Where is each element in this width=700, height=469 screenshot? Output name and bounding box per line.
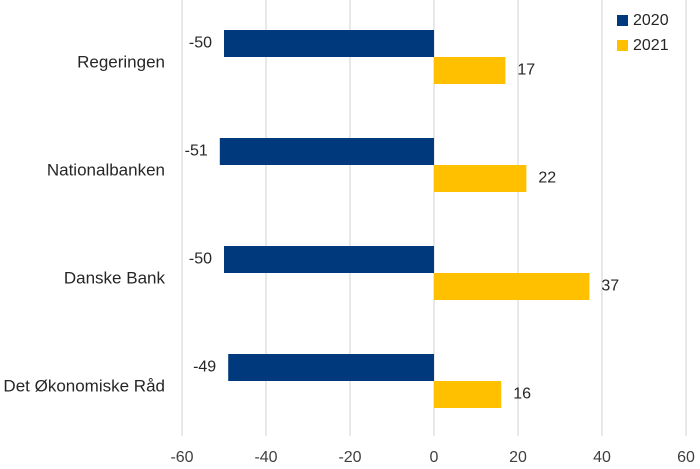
bar-2021 bbox=[434, 273, 590, 300]
x-tick-label: 60 bbox=[677, 449, 695, 466]
data-label: -51 bbox=[185, 143, 208, 160]
category-label: Det Økonomiske Råd bbox=[3, 376, 165, 395]
legend-label: 2020 bbox=[633, 12, 669, 29]
bars bbox=[219, 30, 590, 408]
bar-2021 bbox=[434, 57, 506, 84]
category-label: Regeringen bbox=[77, 52, 165, 71]
bar-2021 bbox=[434, 165, 527, 192]
x-tick-label: -60 bbox=[170, 449, 193, 466]
labels: -60 -40 -20 0 20 40 60 Regeringen Nationalbanken… bbox=[3, 35, 695, 466]
legend-swatch-2020 bbox=[617, 15, 628, 26]
data-label: 16 bbox=[513, 386, 531, 403]
bar-2020 bbox=[224, 30, 434, 57]
bar-2020 bbox=[224, 246, 434, 273]
data-label: 22 bbox=[538, 170, 556, 187]
data-label: -50 bbox=[189, 35, 212, 52]
legend-label: 2021 bbox=[633, 37, 669, 54]
category-label: Danske Bank bbox=[64, 268, 166, 287]
data-label: 37 bbox=[601, 278, 619, 295]
legend-swatch-2021 bbox=[617, 40, 628, 51]
x-tick-label: 40 bbox=[593, 449, 611, 466]
category-label: Nationalbanken bbox=[47, 160, 165, 179]
bar-2020 bbox=[228, 354, 434, 381]
x-tick-label: -20 bbox=[338, 449, 361, 466]
x-tick-label: 0 bbox=[430, 449, 439, 466]
x-tick-label: -40 bbox=[254, 449, 277, 466]
data-label: 17 bbox=[517, 62, 535, 79]
bar-2020 bbox=[219, 138, 434, 165]
data-label: -49 bbox=[193, 359, 216, 376]
legend: 2020 2021 bbox=[617, 12, 669, 54]
bar-2021 bbox=[434, 381, 502, 408]
x-tick-label: 20 bbox=[509, 449, 527, 466]
data-label: -50 bbox=[189, 251, 212, 268]
